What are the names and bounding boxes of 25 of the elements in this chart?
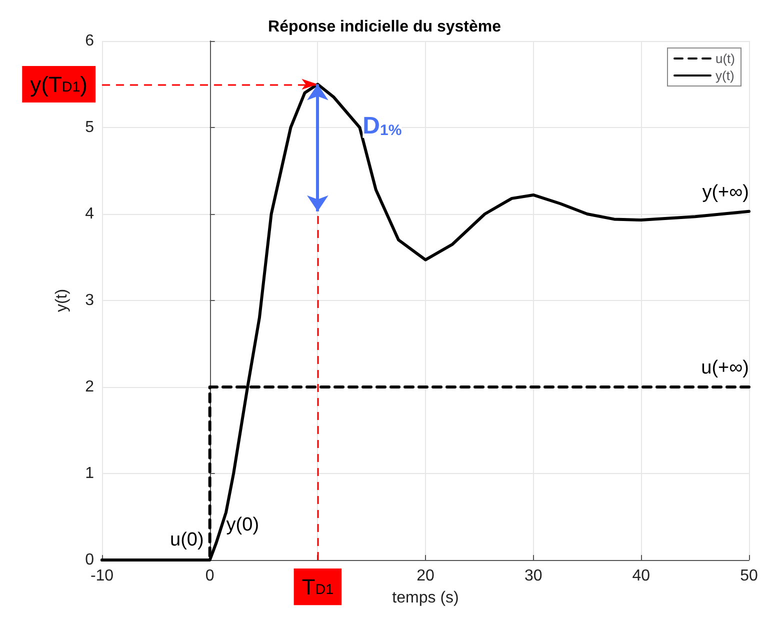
y-tick-label: 4 bbox=[85, 206, 94, 222]
y-tick-label: 1 bbox=[85, 465, 94, 482]
annotation: u(0) bbox=[170, 530, 204, 551]
legend-label: u(t) bbox=[716, 51, 735, 66]
y-tick-label: 6 bbox=[85, 32, 94, 50]
annotation: y(+∞) bbox=[702, 182, 749, 204]
x-tick-label: 50 bbox=[740, 568, 758, 584]
y-axis-title: y(t) bbox=[54, 288, 70, 312]
annotation: y(0) bbox=[226, 514, 260, 536]
y-tick-label: 3 bbox=[85, 292, 94, 309]
y-tick-label: 2 bbox=[85, 378, 94, 396]
chart-title: Réponse indicielle du système bbox=[268, 18, 502, 36]
legend-label: y(t) bbox=[716, 68, 734, 83]
y-tick-label: 0 bbox=[85, 552, 94, 568]
annotation: u(+∞) bbox=[701, 358, 749, 379]
x-tick-label: 30 bbox=[524, 568, 542, 584]
y-tick-label: 5 bbox=[85, 119, 94, 136]
ref-line-label: y(TD1) bbox=[30, 72, 88, 97]
x-axis-title: temps (s) bbox=[392, 590, 459, 606]
ref-line-label: TD1 bbox=[302, 574, 334, 600]
x-tick-label: 40 bbox=[632, 568, 650, 584]
annotation: D1% bbox=[362, 112, 402, 140]
x-tick-label: -10 bbox=[90, 568, 114, 584]
x-tick-label: 20 bbox=[416, 568, 434, 584]
x-tick-label: 0 bbox=[205, 568, 214, 584]
